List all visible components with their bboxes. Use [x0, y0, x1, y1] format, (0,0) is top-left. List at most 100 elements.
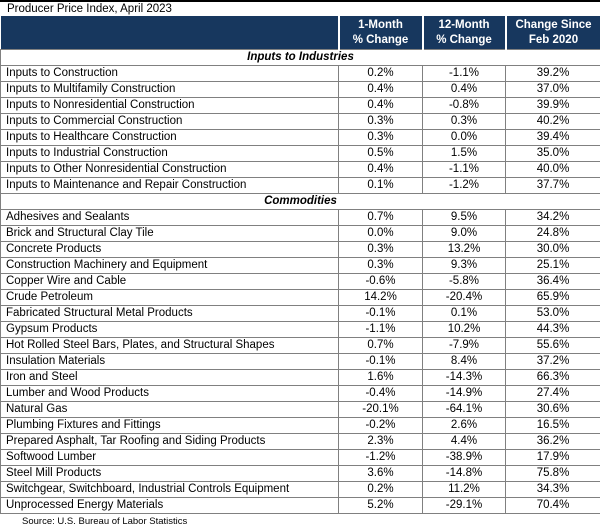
one-month-cell: -20.1% — [339, 402, 423, 418]
twelve-month-cell: 9.3% — [423, 258, 506, 274]
row-label-cell: Inputs to Other Nonresidential Construct… — [1, 162, 339, 178]
table-row: Copper Wire and Cable-0.6%-5.8%36.4% — [1, 274, 600, 290]
table-row: Switchgear, Switchboard, Industrial Cont… — [1, 482, 600, 498]
row-label-cell: Inputs to Construction — [1, 66, 339, 82]
twelve-month-cell: 8.4% — [423, 354, 506, 370]
section-row: Inputs to Industries — [1, 50, 600, 66]
twelve-month-cell: 10.2% — [423, 322, 506, 338]
twelve-month-cell: 11.2% — [423, 482, 506, 498]
one-month-cell: 3.6% — [339, 466, 423, 482]
row-label-cell: Fabricated Structural Metal Products — [1, 306, 339, 322]
row-label-cell: Concrete Products — [1, 242, 339, 258]
change-since-feb-2020-cell: 44.3% — [506, 322, 600, 338]
one-month-cell: 0.0% — [339, 226, 423, 242]
row-label-cell: Natural Gas — [1, 402, 339, 418]
one-month-cell: -0.4% — [339, 386, 423, 402]
change-since-feb-2020-cell: 34.2% — [506, 210, 600, 226]
change-since-feb-2020-cell: 39.4% — [506, 130, 600, 146]
header-blank-cell — [1, 16, 339, 50]
change-since-feb-2020-cell: 34.3% — [506, 482, 600, 498]
table-row: Plumbing Fixtures and Fittings-0.2%2.6%1… — [1, 418, 600, 434]
row-label-cell: Unprocessed Energy Materials — [1, 498, 339, 514]
change-since-feb-2020-cell: 27.4% — [506, 386, 600, 402]
change-since-feb-2020-cell: 35.0% — [506, 146, 600, 162]
header-change-since-feb-2020: Change Since Feb 2020 — [506, 16, 600, 50]
one-month-cell: -1.1% — [339, 322, 423, 338]
one-month-cell: -0.6% — [339, 274, 423, 290]
twelve-month-cell: -5.8% — [423, 274, 506, 290]
header-line: % Change — [424, 33, 505, 48]
twelve-month-cell: -29.1% — [423, 498, 506, 514]
change-since-feb-2020-cell: 36.2% — [506, 434, 600, 450]
header-line: Feb 2020 — [507, 33, 600, 48]
table-row: Inputs to Other Nonresidential Construct… — [1, 162, 600, 178]
one-month-cell: 1.6% — [339, 370, 423, 386]
row-label-cell: Lumber and Wood Products — [1, 386, 339, 402]
change-since-feb-2020-cell: 25.1% — [506, 258, 600, 274]
one-month-cell: 0.3% — [339, 114, 423, 130]
change-since-feb-2020-cell: 37.0% — [506, 82, 600, 98]
table-row: Prepared Asphalt, Tar Roofing and Siding… — [1, 434, 600, 450]
header-row: 1-Month % Change 12-Month % Change Chang… — [1, 16, 600, 50]
header-line: 12-Month — [424, 18, 505, 33]
twelve-month-cell: 0.1% — [423, 306, 506, 322]
one-month-cell: 0.5% — [339, 146, 423, 162]
twelve-month-cell: 9.5% — [423, 210, 506, 226]
row-label-cell: Copper Wire and Cable — [1, 274, 339, 290]
row-label-cell: Brick and Structural Clay Tile — [1, 226, 339, 242]
row-label-cell: Inputs to Industrial Construction — [1, 146, 339, 162]
row-label-cell: Switchgear, Switchboard, Industrial Cont… — [1, 482, 339, 498]
header-line: % Change — [340, 33, 422, 48]
one-month-cell: -0.2% — [339, 418, 423, 434]
change-since-feb-2020-cell: 30.0% — [506, 242, 600, 258]
row-label-cell: Insulation Materials — [1, 354, 339, 370]
page-title: Producer Price Index, April 2023 — [0, 2, 600, 16]
one-month-cell: -0.1% — [339, 354, 423, 370]
twelve-month-cell: -14.9% — [423, 386, 506, 402]
one-month-cell: 2.3% — [339, 434, 423, 450]
header-line: Change Since — [507, 18, 600, 33]
twelve-month-cell: 4.4% — [423, 434, 506, 450]
one-month-cell: 0.4% — [339, 82, 423, 98]
one-month-cell: 0.3% — [339, 130, 423, 146]
table-row: Insulation Materials-0.1%8.4%37.2% — [1, 354, 600, 370]
one-month-cell: 0.4% — [339, 162, 423, 178]
one-month-cell: 0.7% — [339, 210, 423, 226]
table-header: 1-Month % Change 12-Month % Change Chang… — [1, 16, 600, 50]
row-label-cell: Prepared Asphalt, Tar Roofing and Siding… — [1, 434, 339, 450]
one-month-cell: 14.2% — [339, 290, 423, 306]
row-label-cell: Inputs to Nonresidential Construction — [1, 98, 339, 114]
twelve-month-cell: 2.6% — [423, 418, 506, 434]
one-month-cell: 0.2% — [339, 482, 423, 498]
one-month-cell: 0.2% — [339, 66, 423, 82]
header-line: 1-Month — [340, 18, 422, 33]
change-since-feb-2020-cell: 37.7% — [506, 178, 600, 194]
change-since-feb-2020-cell: 66.3% — [506, 370, 600, 386]
table-row: Softwood Lumber-1.2%-38.9%17.9% — [1, 450, 600, 466]
twelve-month-cell: -7.9% — [423, 338, 506, 354]
row-label-cell: Hot Rolled Steel Bars, Plates, and Struc… — [1, 338, 339, 354]
one-month-cell: -1.2% — [339, 450, 423, 466]
change-since-feb-2020-cell: 36.4% — [506, 274, 600, 290]
change-since-feb-2020-cell: 40.2% — [506, 114, 600, 130]
twelve-month-cell: 13.2% — [423, 242, 506, 258]
section-label: Commodities — [1, 194, 600, 210]
section-row: Commodities — [1, 194, 600, 210]
change-since-feb-2020-cell: 70.4% — [506, 498, 600, 514]
table-row: Lumber and Wood Products-0.4%-14.9%27.4% — [1, 386, 600, 402]
table-row: Natural Gas-20.1%-64.1%30.6% — [1, 402, 600, 418]
one-month-cell: 0.7% — [339, 338, 423, 354]
change-since-feb-2020-cell: 39.2% — [506, 66, 600, 82]
change-since-feb-2020-cell: 30.6% — [506, 402, 600, 418]
change-since-feb-2020-cell: 24.8% — [506, 226, 600, 242]
row-label-cell: Plumbing Fixtures and Fittings — [1, 418, 339, 434]
